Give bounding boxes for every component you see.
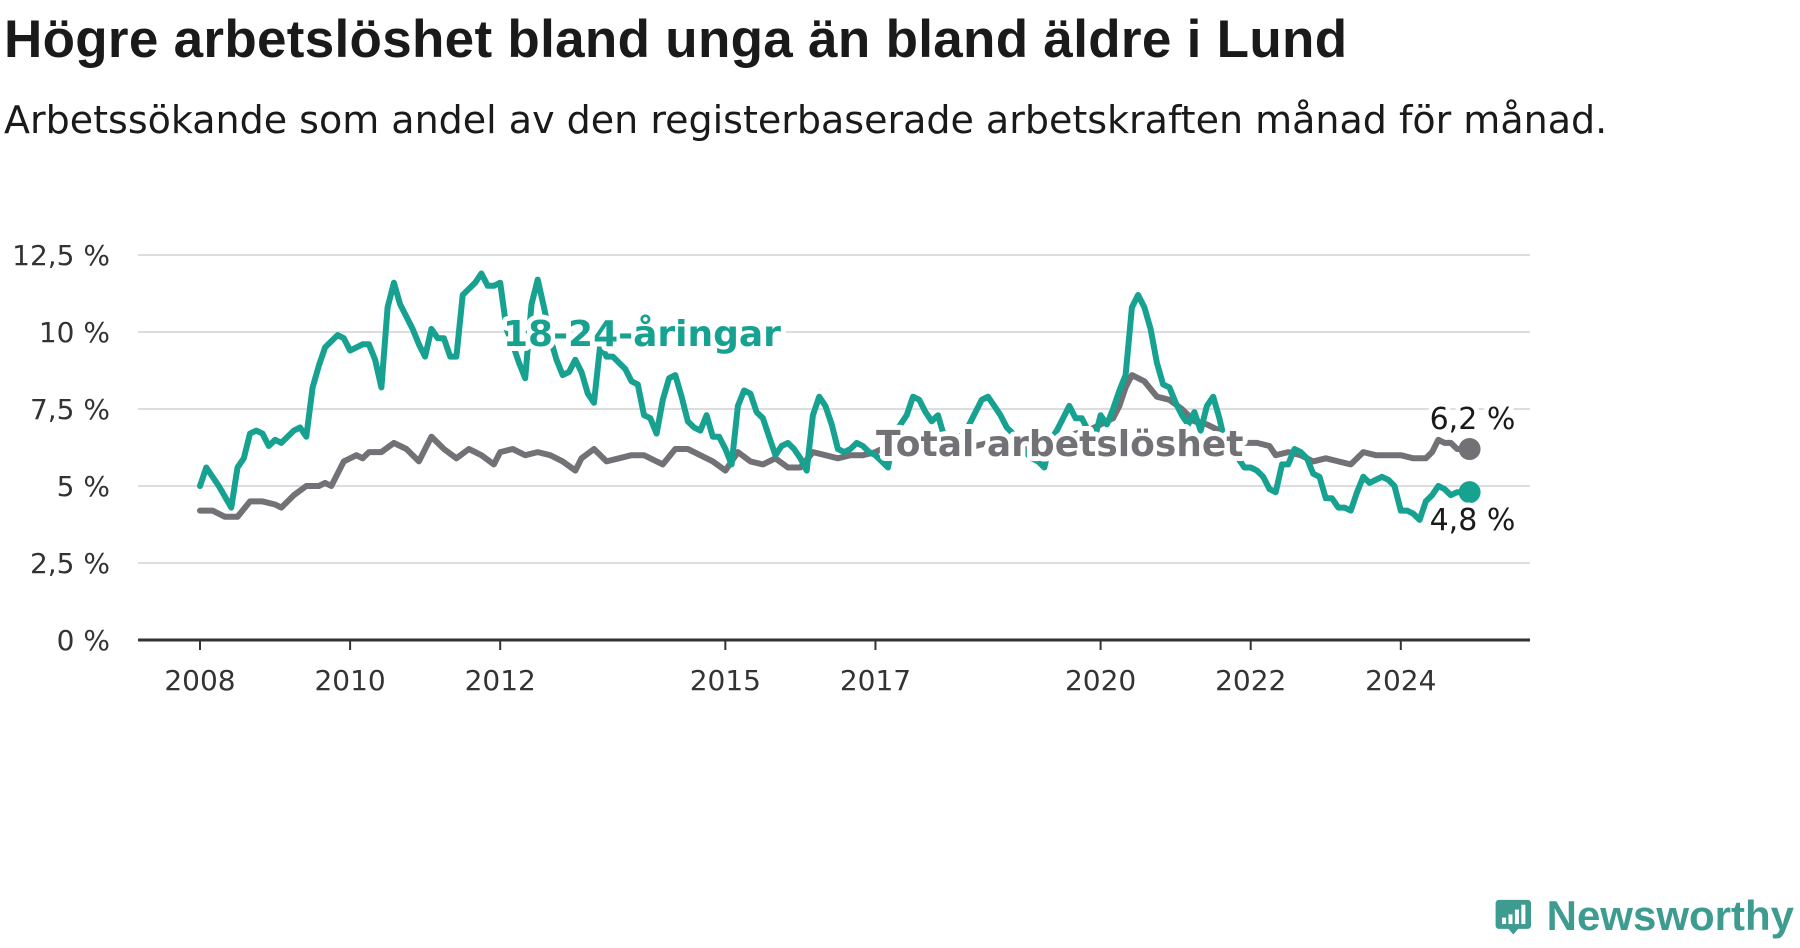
brand-name: Newsworthy	[1546, 892, 1794, 939]
series-label-youth: 18-24-åringar	[503, 314, 781, 355]
x-tick-label: 2024	[1365, 664, 1436, 697]
end-label-youth: 4,8 %	[1430, 503, 1516, 538]
y-tick-label: 7,5 %	[30, 393, 110, 426]
series-lines	[197, 270, 1481, 523]
x-tick-label: 2012	[465, 664, 536, 697]
y-tick-label: 2,5 %	[30, 547, 110, 580]
series-label-total-halo: Total arbetslöshet	[876, 424, 1244, 465]
series-line	[197, 372, 1473, 520]
end-label-youth-halo: 4,8 %	[1430, 503, 1516, 538]
chart-title: Högre arbetslöshet bland unga än bland ä…	[4, 10, 1348, 69]
gridlines	[138, 254, 1530, 564]
chart-subtitle: Arbetssökande som andel av den registerb…	[4, 98, 1608, 142]
newsworthy-logo: Newsworthy	[1494, 888, 1794, 944]
x-tick-label: 2022	[1215, 664, 1286, 697]
x-tick-label: 2020	[1065, 664, 1136, 697]
x-tick-label: 2008	[164, 664, 235, 697]
series-label-total: Total arbetslöshet	[876, 424, 1244, 465]
y-tick-label: 0 %	[57, 624, 110, 657]
x-tick-label: 2015	[690, 664, 761, 697]
x-tick-label: 2010	[314, 664, 385, 697]
series-label-youth-halo: 18-24-åringar	[503, 314, 781, 355]
y-tick-label: 10 %	[39, 316, 110, 349]
y-tick-label: 5 %	[57, 470, 110, 503]
bar-chart-icon	[1495, 899, 1532, 935]
end-label-total: 6,2 %	[1430, 402, 1516, 437]
series-end-point	[1458, 481, 1481, 504]
end-label-total-halo: 6,2 %	[1430, 402, 1516, 437]
x-tick-label: 2017	[840, 664, 911, 697]
series-line	[197, 270, 1473, 523]
x-axis: 2008 2010 2012 2015 2017 2020 2022 2024	[138, 638, 1530, 697]
series-end-point	[1458, 438, 1481, 461]
y-tick-label: 12,5 %	[12, 239, 110, 272]
y-axis-ticks: 0 % 2,5 % 5 % 7,5 % 10 % 12,5 %	[12, 239, 110, 657]
